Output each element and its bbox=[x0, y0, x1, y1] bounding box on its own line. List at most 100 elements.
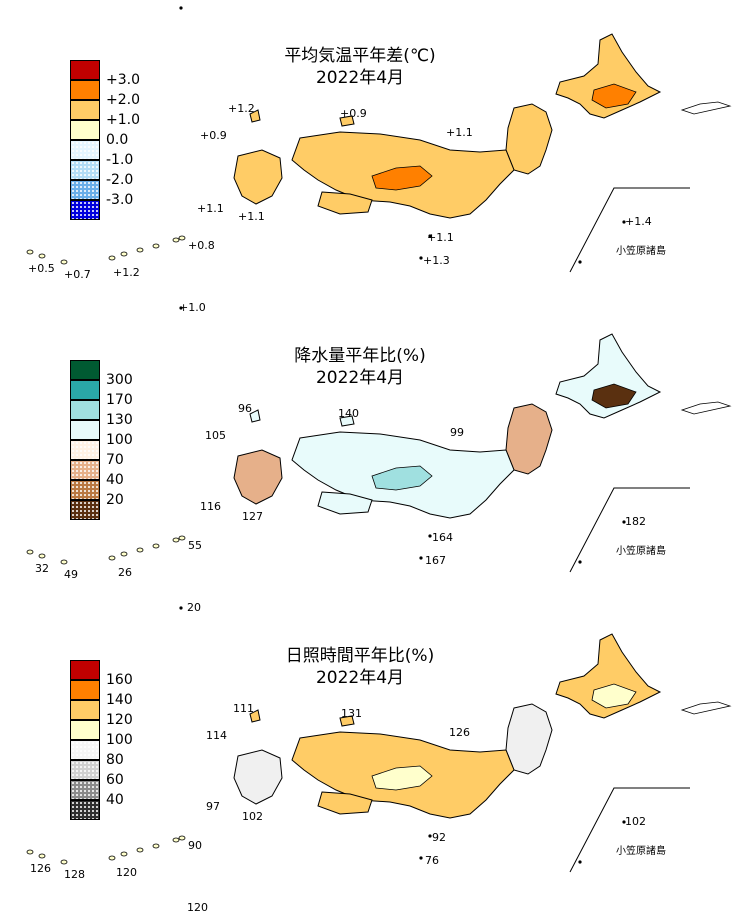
station-dot bbox=[179, 606, 183, 610]
island-marker bbox=[26, 249, 34, 255]
region-kyushu bbox=[233, 449, 283, 505]
station-dot bbox=[179, 306, 183, 310]
inset-label: 小笠原諸島 bbox=[616, 246, 666, 257]
station-value: 90 bbox=[188, 839, 202, 852]
station-value: +1.3 bbox=[423, 254, 450, 267]
island-marker bbox=[38, 253, 46, 259]
island-marker bbox=[152, 543, 160, 549]
map-panel-sun: 日照時間平年比(%) 2022年4月 160 140 120 100 80 60 40 111 13… bbox=[0, 600, 750, 914]
legend-label: +2.0 bbox=[106, 92, 140, 108]
station-dot bbox=[578, 260, 582, 264]
island-marker bbox=[108, 555, 116, 561]
legend-swatch bbox=[70, 660, 100, 680]
legend-swatch bbox=[70, 80, 100, 100]
region-hokkaido-anomaly bbox=[591, 83, 637, 109]
island-marker bbox=[120, 551, 128, 557]
legend-swatch bbox=[70, 740, 100, 760]
station-value: +1.1 bbox=[446, 126, 473, 139]
legend-swatch bbox=[70, 760, 100, 780]
island-marker bbox=[152, 243, 160, 249]
legend-swatch bbox=[70, 680, 100, 700]
region-sado bbox=[339, 115, 355, 127]
island-marker bbox=[172, 237, 180, 243]
station-dot bbox=[419, 856, 423, 860]
legend-label: 80 bbox=[106, 752, 124, 768]
japan-map bbox=[26, 606, 732, 873]
region-tohoku bbox=[505, 403, 553, 475]
island-marker bbox=[136, 547, 144, 553]
island-marker bbox=[178, 235, 186, 241]
island-marker bbox=[172, 837, 180, 843]
legend-swatch bbox=[70, 140, 100, 160]
station-value: 102 bbox=[625, 815, 646, 828]
island-marker bbox=[178, 835, 186, 841]
inset-frame bbox=[569, 487, 690, 573]
region-tohoku bbox=[505, 103, 553, 175]
station-value: +0.7 bbox=[64, 268, 91, 281]
kuril-islands bbox=[680, 101, 732, 115]
island-marker bbox=[38, 853, 46, 859]
map-panel-precip: 降水量平年比(%) 2022年4月 300 170 130 100 70 40 20 96 140 1… bbox=[0, 300, 750, 614]
legend-swatch bbox=[70, 700, 100, 720]
legend-label: 100 bbox=[106, 432, 133, 448]
station-value: +0.9 bbox=[200, 129, 227, 142]
region-hokkaido-anomaly bbox=[591, 683, 637, 709]
japan-map bbox=[26, 6, 732, 273]
kuril-islands bbox=[680, 701, 732, 715]
station-value: 96 bbox=[238, 402, 252, 415]
station-value: +1.1 bbox=[427, 231, 454, 244]
map-subtitle: 2022年4月 bbox=[315, 368, 405, 388]
legend-swatch bbox=[70, 160, 100, 180]
island-marker bbox=[60, 559, 68, 565]
legend-swatch bbox=[70, 440, 100, 460]
legend-swatch bbox=[70, 420, 100, 440]
legend-label: 170 bbox=[106, 392, 133, 408]
legend-label: +3.0 bbox=[106, 72, 140, 88]
station-dot bbox=[622, 220, 626, 224]
station-dot bbox=[622, 520, 626, 524]
region-tsushima bbox=[249, 409, 261, 423]
legend-swatch bbox=[70, 500, 100, 520]
station-value: +1.2 bbox=[113, 266, 140, 279]
station-value: 126 bbox=[449, 726, 470, 739]
station-dot bbox=[428, 534, 432, 538]
station-value: 97 bbox=[206, 800, 220, 813]
station-value: 76 bbox=[425, 854, 439, 867]
region-tsushima bbox=[249, 709, 261, 723]
legend-label: +1.0 bbox=[106, 112, 140, 128]
region-hokkaido bbox=[555, 33, 662, 119]
station-value: +0.8 bbox=[188, 239, 215, 252]
station-value: 116 bbox=[200, 500, 221, 513]
legend-label: -2.0 bbox=[106, 172, 134, 188]
inset-frame bbox=[569, 187, 690, 273]
station-value: 128 bbox=[64, 868, 85, 881]
region-sado bbox=[339, 715, 355, 727]
region-tsushima bbox=[249, 109, 261, 123]
legend-label: 130 bbox=[106, 412, 133, 428]
station-value: +0.9 bbox=[340, 107, 367, 120]
legend-label: 160 bbox=[106, 672, 133, 688]
station-value: 55 bbox=[188, 539, 202, 552]
station-dot bbox=[622, 820, 626, 824]
island-marker bbox=[108, 255, 116, 261]
station-dot bbox=[578, 560, 582, 564]
legend-swatch bbox=[70, 360, 100, 380]
station-value: +1.0 bbox=[179, 301, 206, 314]
station-value: 20 bbox=[187, 601, 201, 614]
legend-label: 100 bbox=[106, 732, 133, 748]
island-marker bbox=[60, 259, 68, 265]
map-title: 降水量平年比(%) bbox=[294, 346, 426, 366]
region-hokkaido bbox=[555, 333, 662, 419]
island-marker bbox=[26, 549, 34, 555]
legend-swatch bbox=[70, 120, 100, 140]
station-value: +1.1 bbox=[238, 210, 265, 223]
legend-label: -3.0 bbox=[106, 192, 134, 208]
station-value: 140 bbox=[338, 407, 359, 420]
legend-label: 0.0 bbox=[106, 132, 129, 148]
kuril-islands bbox=[680, 401, 732, 415]
station-value: 120 bbox=[116, 866, 137, 879]
station-value: 32 bbox=[35, 562, 49, 575]
region-central-anomaly bbox=[371, 465, 433, 491]
legend-label: 20 bbox=[106, 492, 124, 508]
japan-map bbox=[26, 306, 732, 573]
